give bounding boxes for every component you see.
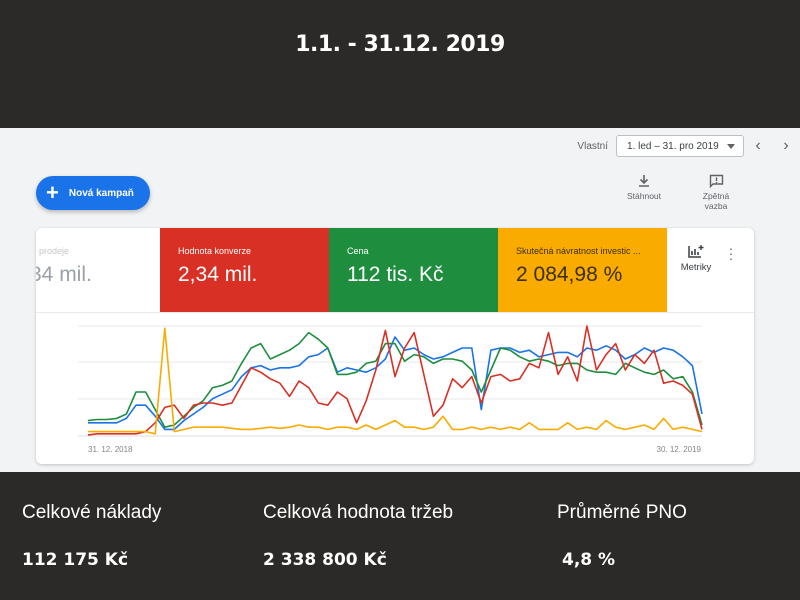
- stat-value: 4,8 %: [562, 550, 616, 570]
- metric-sales[interactable]: ν prodeje 34 mil.: [36, 228, 160, 312]
- stat-total-revenue: Celková hodnota tržeb 2 338 800 Kč: [263, 502, 453, 570]
- metric-roas[interactable]: Skutečná návratnost investic ... 2 084,9…: [498, 228, 667, 312]
- plus-icon: +: [46, 180, 59, 205]
- series-line-2: [87, 325, 703, 436]
- new-campaign-label: Nová kampaň: [68, 187, 134, 199]
- more-vert-icon[interactable]: · · ·: [728, 240, 734, 266]
- metrics-button[interactable]: Metriky: [674, 244, 718, 273]
- metric-label: Cena: [347, 246, 369, 256]
- x-tick-label-start: 31. 12. 2018: [88, 445, 133, 454]
- series-line-3: [88, 327, 703, 435]
- metric-label: Skutečná návratnost investic ...: [516, 246, 641, 256]
- series-line-0: [88, 336, 703, 431]
- download-label: Stáhnout: [626, 191, 662, 201]
- feedback-icon: [709, 174, 723, 188]
- metric-cost[interactable]: Cena 112 tis. Kč: [329, 228, 498, 312]
- metric-value: 2 084,98 %: [516, 263, 623, 286]
- metric-value: 2,34 mil.: [178, 263, 258, 286]
- ads-screenshot: Vlastní 1. led – 31. pro 2019 ‹ › + Nová…: [0, 128, 800, 472]
- stat-value: 112 175 Kč: [22, 550, 129, 570]
- feedback-button[interactable]: Zpětná vazba: [686, 174, 746, 211]
- add-chart-icon: [688, 245, 704, 258]
- download-icon: [639, 175, 649, 187]
- metric-label: ν prodeje: [36, 246, 70, 256]
- divider: [36, 312, 754, 313]
- chevron-left-icon[interactable]: ‹: [755, 137, 761, 154]
- caret-down-icon: [727, 143, 735, 149]
- stat-average-pno: Průměrné PNO 4,8 %: [557, 502, 687, 570]
- feedback-label-2: vazba: [704, 201, 728, 211]
- date-range-value: 1. led – 31. pro 2019: [627, 140, 719, 152]
- x-tick-label-end: 30. 12. 2019: [657, 445, 702, 454]
- metrics-label: Metriky: [680, 262, 712, 273]
- metric-value: 112 tis. Kč: [347, 263, 444, 286]
- stat-label: Celková hodnota tržeb: [263, 502, 454, 523]
- stat-value: 2 338 800 Kč: [263, 550, 387, 570]
- metric-label: Hodnota konverze: [178, 246, 252, 256]
- metric-conversion-value[interactable]: Hodnota konverze 2,34 mil.: [160, 228, 329, 312]
- new-campaign-button[interactable]: + Nová kampaň: [36, 176, 150, 210]
- stat-label: Průměrné PNO: [557, 502, 687, 523]
- feedback-label-1: Zpětná: [702, 191, 730, 201]
- date-range-row: Vlastní 1. led – 31. pro 2019 ‹ ›: [577, 134, 800, 158]
- date-range-select[interactable]: 1. led – 31. pro 2019: [616, 135, 744, 157]
- performance-card: ν prodeje 34 mil. Hodnota konverze 2,34 …: [36, 228, 754, 464]
- summary-stats: Celkové náklady 112 175 Kč Celková hodno…: [0, 472, 800, 600]
- performance-chart: 31. 12. 2018 30. 12. 2019: [78, 325, 703, 454]
- stat-label: Celkové náklady: [22, 502, 162, 523]
- download-button[interactable]: Stáhnout: [614, 174, 674, 201]
- chevron-right-icon[interactable]: ›: [783, 137, 789, 154]
- page-title: 1.1. - 31.12. 2019: [295, 32, 505, 57]
- date-range-label: Vlastní: [577, 140, 608, 152]
- stat-total-cost: Celkové náklady 112 175 Kč: [22, 502, 161, 570]
- metric-value: 34 mil.: [36, 263, 92, 286]
